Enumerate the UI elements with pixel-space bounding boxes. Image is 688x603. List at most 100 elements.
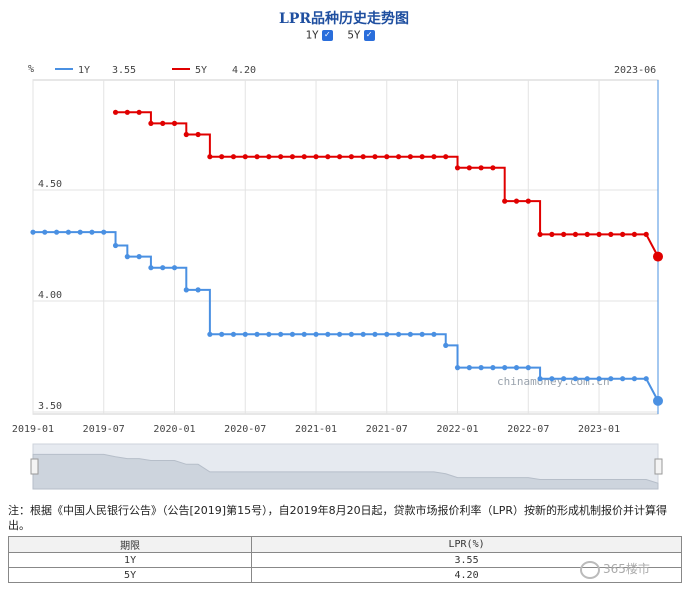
x-tick-label: 2021-01 <box>295 424 337 435</box>
series-5y-point <box>653 251 663 262</box>
series-1y-point <box>419 331 425 337</box>
series-5y-point <box>572 231 579 237</box>
series-5y-point <box>301 154 307 160</box>
plot-area <box>32 79 659 415</box>
toggle-5y-label: 5Y <box>347 28 361 42</box>
table-row: 5Y 4.20 <box>7 567 682 583</box>
series-5y-point <box>160 120 166 126</box>
footnote: 注：根据《中国人民银行公告》（公告[2019]第15号），自2019年8月20日… <box>8 504 667 532</box>
series-5y-point <box>278 154 284 160</box>
legend-1y-name: 1Y <box>78 65 90 76</box>
series-5y-point <box>443 154 449 160</box>
series-5y-point <box>620 231 626 237</box>
series-1y-point <box>313 331 319 337</box>
series-1y-point <box>490 365 496 371</box>
series-5y-point <box>254 154 260 160</box>
series-1y-point <box>266 331 272 337</box>
series-1y-point <box>384 331 390 337</box>
lpr-line-chart: % 1Y 3.55 5Y 4.20 2023-06 chinamoney.com… <box>12 64 663 490</box>
series-1y-point <box>101 229 107 235</box>
legend-5y-value: 4.20 <box>232 65 256 76</box>
navigator-left-handle[interactable] <box>30 458 39 475</box>
series-1y-point <box>561 376 567 382</box>
series-1y-point <box>348 331 354 337</box>
series-1y-point <box>171 265 178 271</box>
series-1y-point <box>207 331 213 337</box>
table-header-row: 期限 LPR(%) <box>7 536 682 553</box>
y-tick-label: 3.50 <box>38 401 62 412</box>
series-1y-point <box>242 331 248 337</box>
series-5y-point <box>384 154 390 160</box>
wechat-logo-icon <box>580 561 600 579</box>
toggle-5y-checkbox[interactable]: ✓ <box>363 29 375 41</box>
series-5y-point <box>372 154 378 160</box>
x-tick-label: 2022-01 <box>436 424 478 435</box>
toggle-1y-label: 1Y <box>305 28 319 42</box>
series-5y-point <box>124 109 130 115</box>
series-5y-point <box>230 154 237 160</box>
series-1y-point <box>360 331 366 337</box>
series-1y-point <box>653 395 663 406</box>
series-1y-point <box>30 229 36 235</box>
toggle-1y-checkbox[interactable]: ✓ <box>321 29 333 41</box>
series-1y-point <box>112 242 119 249</box>
table-cell-term: 5Y <box>7 567 253 583</box>
series-1y-point <box>183 287 189 293</box>
series-1y-point <box>195 287 201 293</box>
series-5y-point <box>537 231 543 237</box>
series-1y-point <box>148 265 154 271</box>
series-1y-point <box>620 376 626 382</box>
series-1y-point <box>372 331 378 337</box>
series-1y-point <box>89 229 95 235</box>
series-5y-point <box>313 154 319 160</box>
series-5y-point <box>608 231 614 237</box>
y-tick-label: 4.50 <box>38 179 62 190</box>
series-1y-point <box>466 365 472 371</box>
x-tick-label: 2023-01 <box>578 424 620 435</box>
navigator-right-handle[interactable] <box>654 458 663 475</box>
series-1y-point <box>478 365 484 371</box>
series-5y-point <box>395 154 402 160</box>
series-1y-point <box>325 331 331 337</box>
series-1y-point <box>124 254 130 260</box>
series-5y-point <box>289 154 296 160</box>
series-5y-point <box>490 165 496 171</box>
series-5y-point <box>549 231 555 237</box>
navigator-area <box>32 453 659 490</box>
series-5y-point <box>219 154 225 160</box>
series-5y-point <box>266 154 272 160</box>
series-1y-point <box>77 229 83 235</box>
series-5y-point <box>242 154 248 160</box>
legend-5y-name: 5Y <box>195 65 207 76</box>
series-1y-point <box>608 376 614 382</box>
x-tick-label: 2022-07 <box>507 424 549 435</box>
series-1y-point <box>443 342 449 348</box>
x-tick-label: 2020-01 <box>153 424 195 435</box>
series-1y-point <box>513 365 520 371</box>
series-5y-point <box>183 131 189 138</box>
series-5y-point <box>112 109 119 115</box>
series-1y-point <box>407 331 413 337</box>
series-1y-point <box>395 331 402 337</box>
table-header-lpr: LPR(%) <box>251 536 682 553</box>
series-1y-point <box>301 331 307 337</box>
legend-date: 2023-06 <box>614 65 656 76</box>
series-1y-point <box>230 331 237 337</box>
series-1y-point <box>572 376 579 382</box>
series-5y-point <box>337 154 343 160</box>
series-1y-point <box>525 365 531 371</box>
series-5y-point <box>502 198 508 204</box>
series-5y-point <box>643 231 649 237</box>
x-tick-label: 2019-01 <box>12 424 54 435</box>
series-1y-point <box>431 331 437 337</box>
series-1y-point <box>337 331 343 337</box>
account-watermark: 365楼市 <box>603 562 650 576</box>
series-5y-point <box>136 109 142 115</box>
series-5y-point <box>525 198 531 204</box>
series-5y-point <box>596 231 602 237</box>
series-5y-point <box>171 120 178 126</box>
series-1y-point <box>502 365 508 371</box>
x-tick-label: 2019-07 <box>83 424 125 435</box>
series-5y-point <box>325 154 331 160</box>
series-5y-point <box>207 154 213 160</box>
